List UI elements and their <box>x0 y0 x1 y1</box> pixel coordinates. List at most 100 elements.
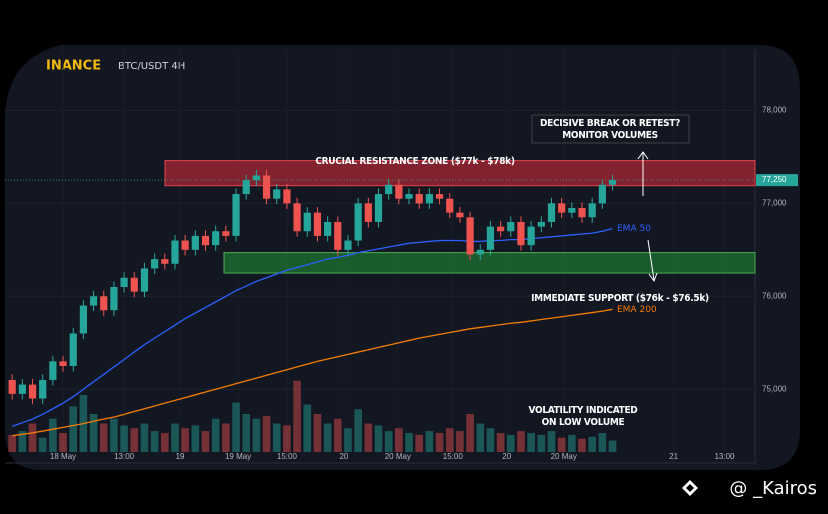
legend-label: EMA 200 <box>617 305 657 315</box>
volume-bar <box>262 415 271 452</box>
volume-bar <box>191 425 200 452</box>
y-tick-label: 75,000 <box>762 384 787 393</box>
candle-body <box>130 277 138 292</box>
volume-bar <box>110 418 118 452</box>
volume-bar <box>8 434 16 452</box>
x-tick-label: 20 May <box>551 452 577 461</box>
volume-bar <box>547 431 556 452</box>
candle-body <box>161 259 169 264</box>
volume-bar <box>598 433 607 452</box>
candle-body <box>435 194 444 199</box>
x-tick-label: 20 <box>339 452 348 461</box>
x-tick-label: 18 May <box>50 452 76 461</box>
volume-bar <box>568 434 576 452</box>
candle-body <box>171 240 179 264</box>
candle-body <box>446 198 454 213</box>
candle-body <box>151 259 159 269</box>
y-tick-label: 77,000 <box>762 198 787 207</box>
volume-bar <box>496 433 505 452</box>
volume-bar <box>456 431 464 452</box>
support-zone <box>223 252 756 274</box>
candle-body <box>598 184 606 204</box>
volume-bar <box>486 428 495 452</box>
volume-bar <box>557 437 566 452</box>
volume-bar <box>201 431 210 452</box>
candle-body <box>385 184 393 195</box>
volume-bar <box>395 428 403 452</box>
candle-body <box>608 180 617 185</box>
volume-bar <box>384 431 393 452</box>
volume-bar <box>140 423 149 452</box>
candle-body <box>486 226 495 250</box>
volume-bar <box>49 418 57 452</box>
candle-body <box>39 379 47 399</box>
candle-body <box>374 194 383 222</box>
plot: EMA 50 EMA 200 <box>5 50 756 463</box>
volume-bar <box>283 425 291 452</box>
candle-body <box>201 235 210 246</box>
x-tick-label: 13:00 <box>114 452 135 461</box>
candle-body <box>140 268 149 292</box>
volume-bar <box>232 402 240 452</box>
candle-body <box>303 212 311 232</box>
candle-body <box>89 296 98 306</box>
zone-label: CRUCIAL RESISTANCE ZONE ($77k - $78k) <box>315 156 515 167</box>
volume-bar <box>150 431 159 452</box>
candle-body <box>49 361 57 380</box>
x-tick-label: 20 <box>502 452 511 461</box>
candle-body <box>364 203 372 222</box>
volume-bar <box>293 380 301 452</box>
candle-body <box>517 221 525 246</box>
volume-bar <box>120 425 128 452</box>
y-tick-label: 78,000 <box>762 106 787 115</box>
x-tick-label: 19 May <box>225 452 251 461</box>
volume-bar <box>211 418 220 452</box>
volume-bar <box>89 414 98 452</box>
volume-bar <box>466 414 474 452</box>
volume-bar <box>344 428 352 452</box>
candle-body <box>476 249 484 255</box>
candle-body <box>395 184 403 199</box>
volume-bar <box>171 423 179 452</box>
candle-body <box>425 194 433 204</box>
candle-body <box>69 333 77 366</box>
candle-body <box>59 361 67 366</box>
candle-body <box>222 231 230 236</box>
volume-bar <box>374 425 383 452</box>
candle-body <box>110 287 118 311</box>
ema-line <box>12 308 613 437</box>
x-tick-label: 15:00 <box>277 452 298 461</box>
candle-body <box>324 221 332 236</box>
candle-body <box>497 226 505 232</box>
volume-bar <box>445 428 454 452</box>
candle-body <box>558 203 566 213</box>
zone-label: IMMEDIATE SUPPORT ($76k - $76.5k) <box>531 293 709 304</box>
annotation: MONITOR VOLUMES <box>562 130 658 141</box>
ema-line <box>11 227 613 428</box>
volume-bar <box>69 406 78 452</box>
volume-bar <box>323 423 332 452</box>
watermark: @ _Kairos <box>729 478 817 499</box>
volume-bar <box>222 423 230 452</box>
legend-label: EMA 50 <box>617 224 651 234</box>
x-tick-label: 15:00 <box>443 452 464 461</box>
volume-bar <box>435 433 444 452</box>
arrow-head <box>648 272 658 283</box>
candle-body <box>537 221 545 227</box>
candle-body <box>100 296 108 311</box>
candle-body <box>252 175 260 181</box>
x-tick-label: 13:00 <box>714 452 735 461</box>
x-tick-label: 20 May <box>385 452 411 461</box>
volume-bar <box>425 431 434 452</box>
annotation: DECISIVE BREAK OR RETEST? <box>540 118 680 129</box>
candle-body <box>568 208 576 213</box>
candle-body <box>283 189 291 204</box>
candle-body <box>344 240 352 250</box>
candle-body <box>191 235 199 250</box>
volume-bar <box>578 438 586 452</box>
candle-body <box>273 189 281 199</box>
volume-bar <box>506 434 515 452</box>
last-price-box <box>756 174 798 187</box>
candle-body <box>120 277 128 287</box>
